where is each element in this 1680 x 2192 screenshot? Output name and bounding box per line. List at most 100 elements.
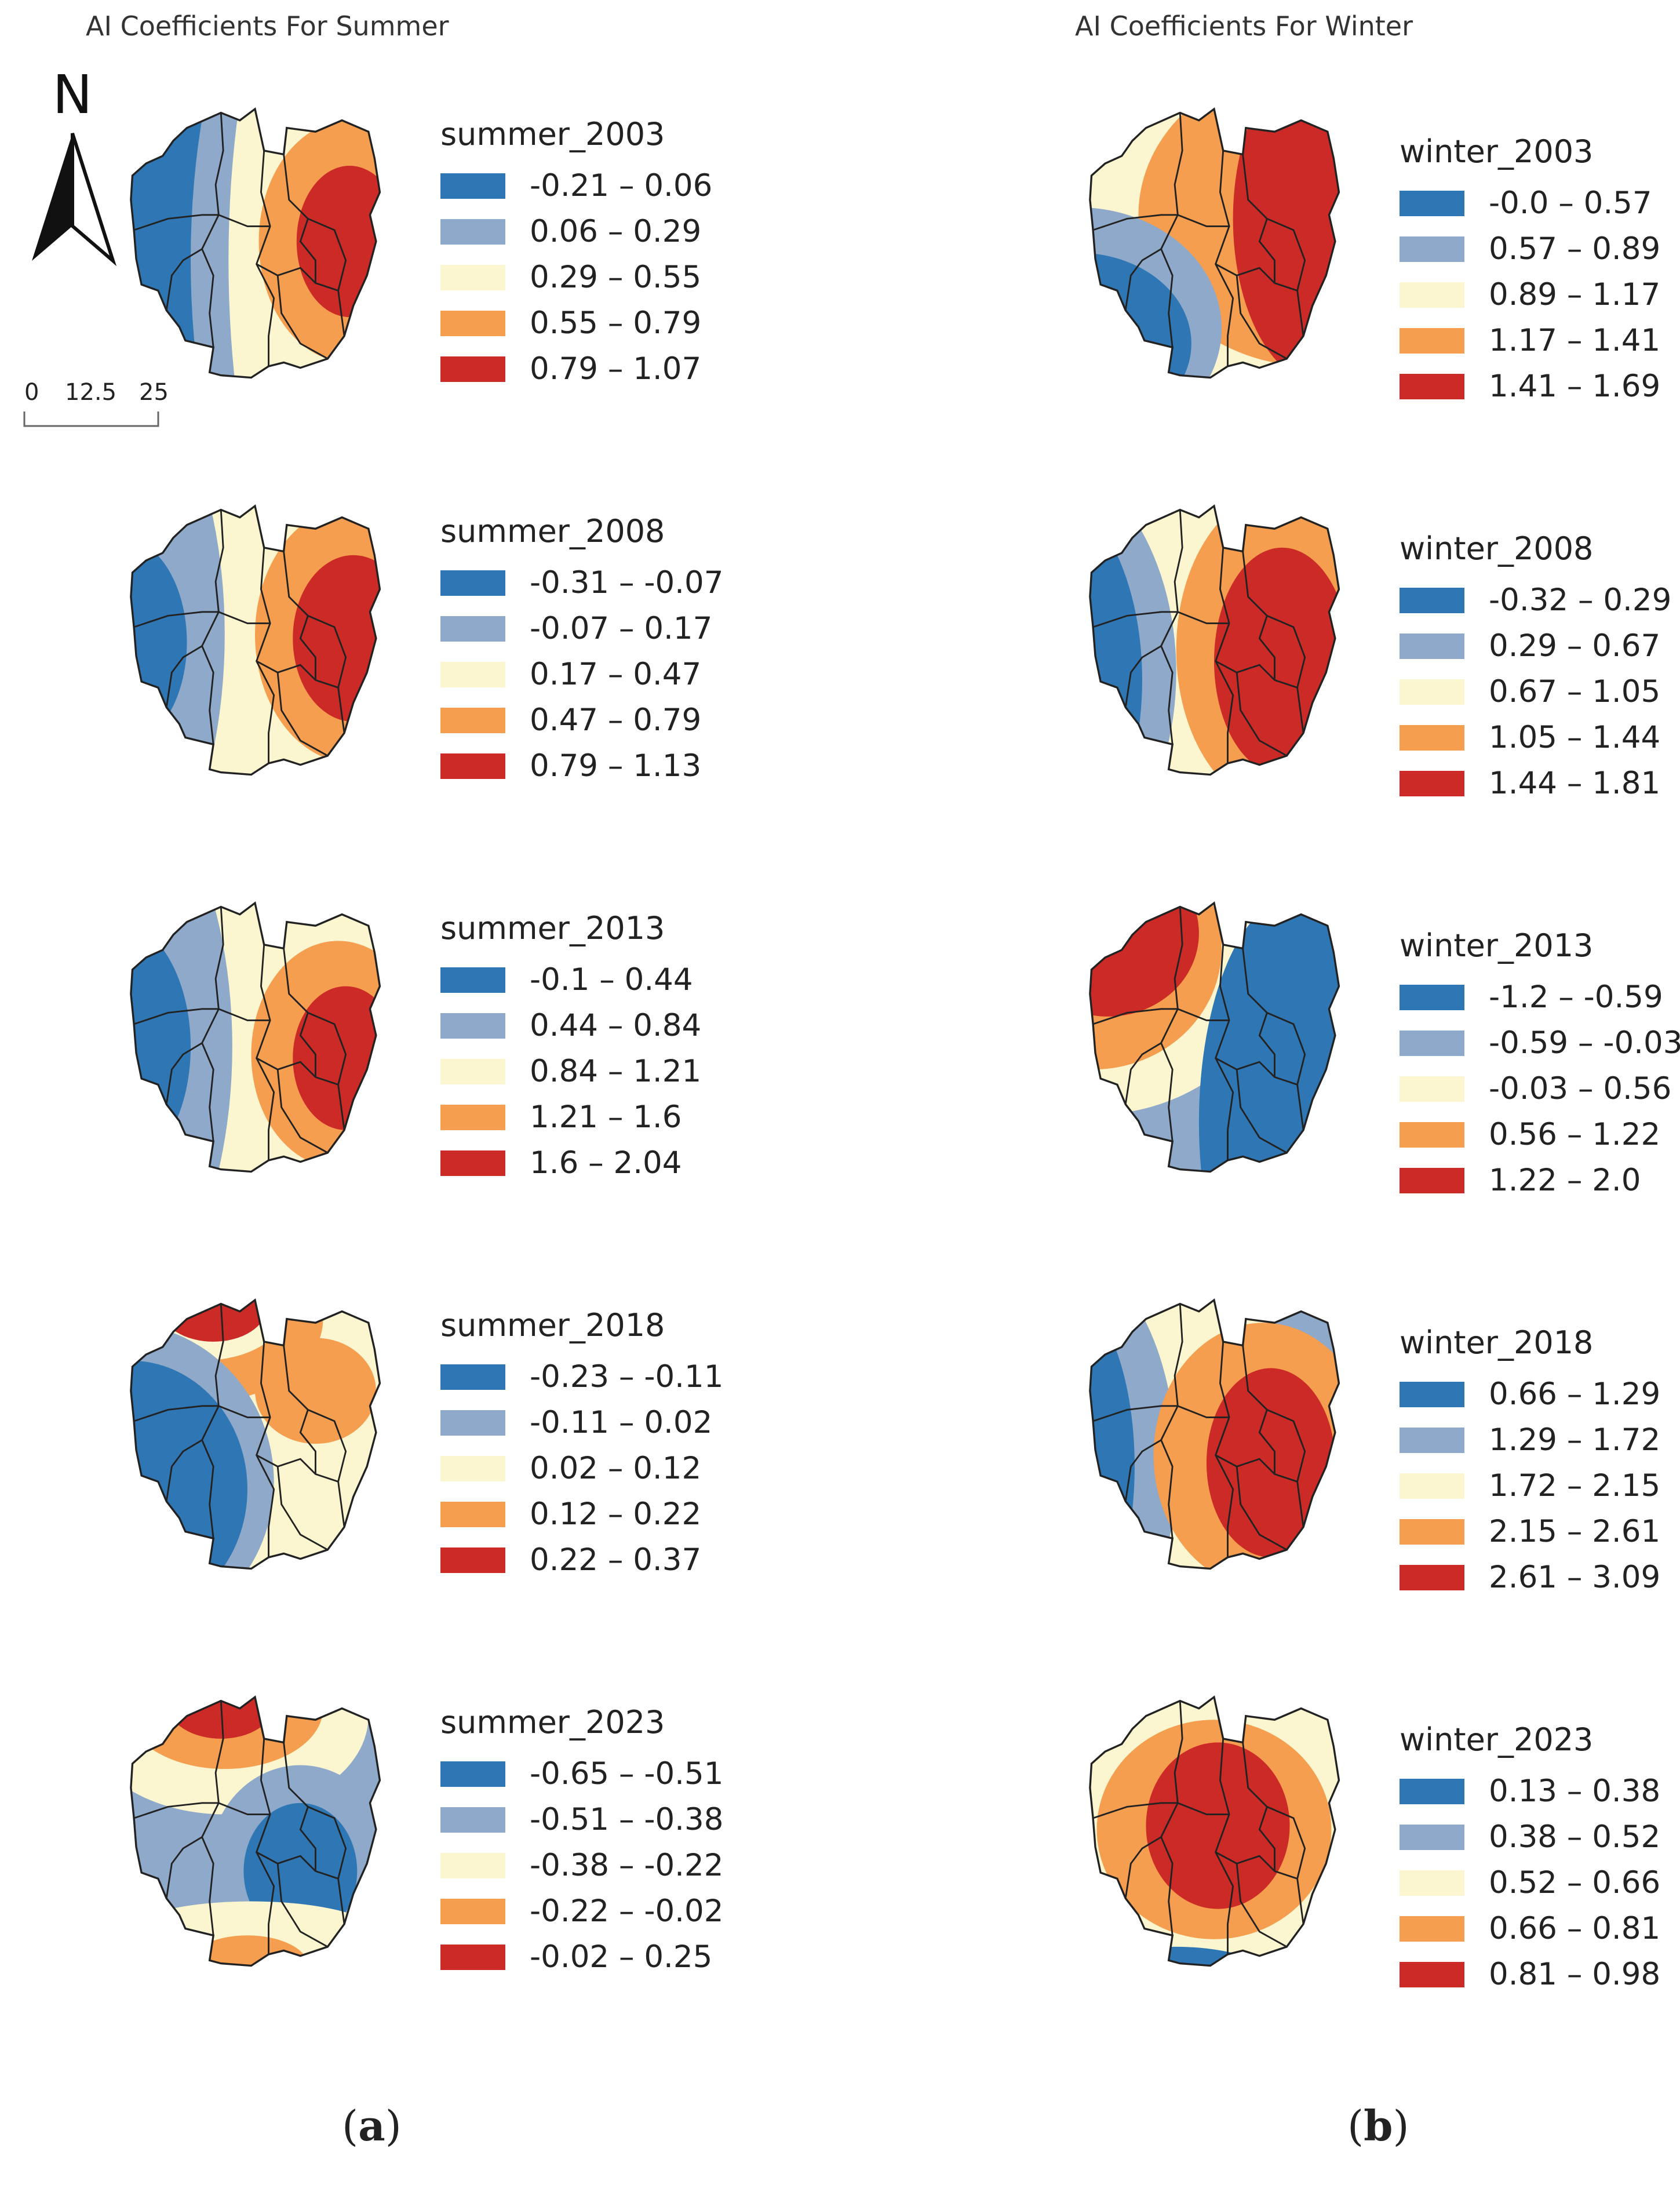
district-boundary: [1215, 660, 1298, 689]
scale-bar: 0 12.5 25km: [23, 379, 168, 427]
legend-range: 1.21 – 1.6: [530, 1099, 682, 1135]
legend-range: 1.41 – 1.69: [1489, 369, 1661, 404]
summer-map-2023: [130, 1695, 381, 1967]
legend-title: summer_2023: [440, 1704, 665, 1741]
district-boundary: [1124, 1836, 1162, 1899]
legend-range: 0.67 – 1.05: [1489, 674, 1661, 709]
legend-range: -0.51 – -0.38: [530, 1802, 724, 1837]
legend: summer_2018 -0.23 – -0.11 -0.11 – 0.02 0.02…: [440, 1307, 723, 1583]
legend-item: 0.29 – 0.55: [440, 254, 712, 300]
legend-item: 0.81 – 0.98: [1400, 1951, 1660, 1997]
winter-map-2013: [1089, 901, 1340, 1173]
legend-swatch: [440, 570, 505, 596]
legend: winter_2023 0.13 – 0.38 0.38 – 0.52 0.52 – …: [1400, 1721, 1660, 1997]
legend-item: 0.13 – 0.38: [1400, 1768, 1660, 1814]
legend-swatch: [440, 219, 505, 245]
legend-range: -0.32 – 0.29: [1489, 582, 1672, 618]
legend-item: 1.17 – 1.41: [1400, 318, 1660, 363]
district-boundary: [1236, 1069, 1288, 1154]
legend-item: 1.72 – 2.15: [1400, 1463, 1660, 1509]
region-outline: [130, 1298, 381, 1570]
legend-item: -0.22 – -0.02: [440, 1888, 723, 1934]
legend-range: 0.56 – 1.22: [1489, 1117, 1661, 1152]
legend-item: 1.22 – 2.0: [1400, 1157, 1680, 1203]
legend-swatch: [1400, 190, 1464, 216]
district-boundary: [276, 1069, 329, 1154]
legend-swatch: [440, 310, 505, 336]
legend-item: 0.67 – 1.05: [1400, 669, 1671, 715]
summer-map-2018: [130, 1298, 381, 1570]
legend-item: 1.21 – 1.6: [440, 1094, 701, 1140]
district-boundary: [1092, 1802, 1230, 1819]
legend-item: -0.07 – 0.17: [440, 606, 723, 651]
winter-panel-2013: winter_2013 -1.2 – -0.59 -0.59 – -0.03 -0.0…: [1078, 858, 1680, 1258]
district-boundary: [299, 1806, 316, 1871]
district-boundary: [1258, 1409, 1276, 1474]
legend-item: -0.38 – -0.22: [440, 1843, 723, 1888]
district-boundary: [165, 1042, 203, 1105]
legend-range: 2.15 – 2.61: [1489, 1514, 1661, 1549]
district-boundary: [1160, 112, 1183, 348]
district-boundary: [1215, 150, 1234, 366]
legend-range: 1.05 – 1.44: [1489, 720, 1661, 755]
legend-swatch: [440, 356, 505, 382]
legend-range: -1.2 – -0.59: [1489, 980, 1663, 1015]
legend-swatch: [1400, 236, 1464, 262]
legend-swatch: [440, 1944, 505, 1970]
district-boundary: [299, 1012, 316, 1077]
legend-range: 0.66 – 0.81: [1489, 1911, 1661, 1946]
legend-range: -0.11 – 0.02: [530, 1405, 713, 1440]
legend-title: summer_2008: [440, 513, 665, 549]
legend-item: -0.32 – 0.29: [1400, 577, 1671, 623]
legend-swatch: [440, 967, 505, 993]
legend-item: 0.79 – 1.13: [440, 743, 723, 789]
legend-range: -0.38 – -0.22: [530, 1848, 724, 1883]
legend-swatch: [1400, 679, 1464, 705]
district-boundary: [299, 615, 316, 680]
district-boundary: [1258, 1012, 1276, 1077]
legend-swatch: [1400, 373, 1464, 399]
winter-map-2023: [1089, 1695, 1340, 1967]
region-outline: [130, 901, 381, 1173]
region-outline: [130, 1695, 381, 1967]
legend-range: 0.89 – 1.17: [1489, 277, 1661, 312]
legend-item: -0.03 – 0.56: [1400, 1066, 1680, 1112]
legend-title: summer_2003: [440, 116, 665, 152]
legend-item: 1.41 – 1.69: [1400, 363, 1660, 409]
region-outline: [1089, 901, 1340, 1173]
winter-panel-2003: winter_2003 -0.0 – 0.57 0.57 – 0.89 0.89 – …: [1078, 64, 1680, 464]
legend-range: 0.29 – 0.55: [530, 260, 702, 295]
district-boundary: [1258, 218, 1276, 283]
legend-range: 0.55 – 0.79: [530, 305, 702, 341]
legend-item: -0.02 – 0.25: [440, 1934, 723, 1980]
district-boundary: [1236, 672, 1288, 757]
legend-swatch: [440, 1104, 505, 1130]
legend-item: -0.1 – 0.44: [440, 957, 701, 1003]
legend-range: 0.52 – 0.66: [1489, 1865, 1661, 1900]
coefficient-zone: [293, 555, 380, 722]
district-boundary: [1124, 1439, 1162, 1502]
legend-item: 0.17 – 0.47: [440, 651, 723, 697]
district-boundary: [133, 1008, 271, 1025]
legend-swatch: [1400, 1427, 1464, 1453]
region-outline: [130, 107, 381, 379]
legend-range: -0.02 – 0.25: [530, 1939, 713, 1975]
region-outline: [1089, 1695, 1340, 1967]
winter-panel-2023: winter_2023 0.13 – 0.38 0.38 – 0.52 0.52 – …: [1078, 1652, 1680, 2052]
district-boundary: [256, 263, 339, 292]
legend-swatch: [1400, 587, 1464, 613]
legend-swatch: [1400, 633, 1464, 659]
winter-map-2003: [1089, 107, 1340, 379]
legend-item: 1.6 – 2.04: [440, 1140, 701, 1186]
winter-column-title: AI Coefficients For Winter: [1075, 10, 1413, 42]
summer-column-title: AI Coefficients For Summer: [86, 10, 449, 42]
district-boundary: [133, 214, 271, 231]
district-boundary: [1160, 906, 1183, 1142]
legend-range: -0.1 – 0.44: [530, 962, 693, 997]
district-boundary: [1160, 1303, 1183, 1539]
district-boundary: [1124, 1042, 1162, 1105]
district-boundary: [256, 1341, 275, 1557]
coefficient-zone: [1089, 1300, 1135, 1569]
legend: winter_2013 -1.2 – -0.59 -0.59 – -0.03 -0.0…: [1400, 927, 1680, 1203]
legend-swatch: [440, 1852, 505, 1878]
